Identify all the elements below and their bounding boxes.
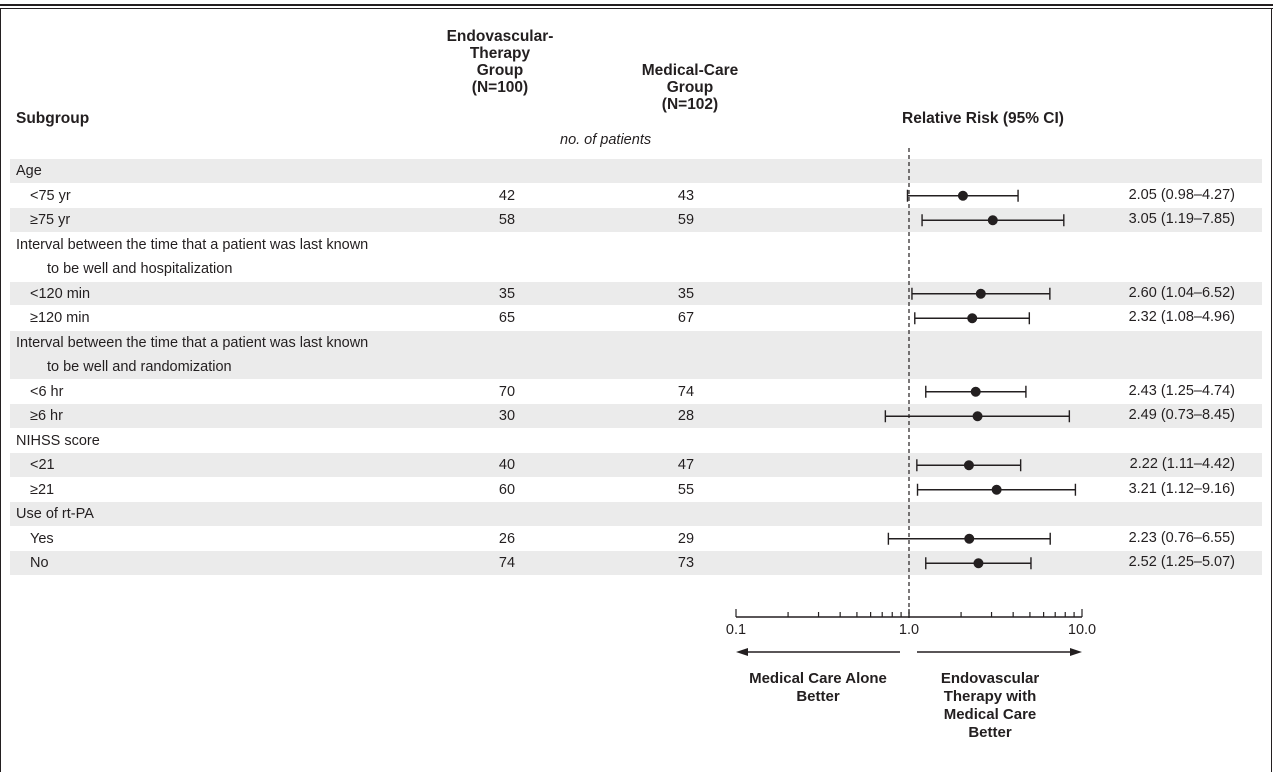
direction-left-label: Medical Care Alone Better [728,670,908,706]
group2-header-line: Group [666,79,714,96]
endovascular-count: 70 [498,383,516,400]
row-band [10,330,1262,379]
medical-care-count: 28 [677,408,695,424]
tick-label: 10.0 [1068,622,1096,638]
subgroup-label: No [30,555,49,571]
row-band [10,208,1262,232]
right-arrow-head [1070,648,1082,656]
endovascular-count: 58 [498,212,516,228]
group1-header-line: (N=100) [471,79,529,96]
point-estimate [957,190,968,201]
frame-left [0,9,1,772]
point-estimate [967,313,978,324]
direction-right-label: Endovascular Therapy with Medical Care B… [925,670,1055,742]
point-estimate [991,484,1002,495]
relative-risk-ci: 2.43 (1.25–4.74) [1128,382,1235,399]
frame-right [1271,9,1272,772]
medical-care-count: 67 [677,310,695,326]
endovascular-count: 40 [498,457,516,473]
subgroup-category-label: Interval between the time that a patient… [16,334,369,351]
direction-right-line: Therapy with [943,688,1037,705]
subgroup-category-label: Age [16,163,42,179]
endovascular-count: 60 [498,481,516,498]
point-estimate [972,411,983,422]
group1-header: Endovascular- Therapy Group (N=100) [440,28,560,96]
row-band [10,281,1262,305]
relative-risk-ci: 2.60 (1.04–6.52) [1128,284,1235,301]
row-band [10,502,1262,526]
medical-care-count: 43 [677,187,695,204]
subgroup-label: <75 yr [30,187,71,204]
subgroup-category-label: Use of rt-PA [16,506,94,522]
endovascular-count: 65 [498,310,516,326]
subgroup-category-label: Interval between the time that a patient… [16,236,369,253]
direction-left-line: Medical Care Alone [749,670,887,687]
endovascular-count: 42 [498,187,516,204]
top-rule [0,4,1273,9]
relative-risk-ci: 2.22 (1.11–4.42) [1129,456,1235,472]
medical-care-count: 47 [677,457,695,473]
subgroup-category-label: NIHSS score [16,432,100,449]
row-band [10,159,1262,183]
relative-risk-ci: 2.52 (1.25–5.07) [1128,554,1235,570]
direction-right-line: Endovascular [940,670,1040,687]
medical-care-count: 59 [677,212,695,228]
medical-care-count: 55 [677,481,695,498]
point-estimate [987,215,998,226]
point-estimate [973,558,984,569]
relative-risk-ci: 2.05 (0.98–4.27) [1128,186,1235,203]
units-caption: no. of patients [560,132,652,148]
direction-right-line: Medical Care [943,706,1037,723]
endovascular-count: 35 [498,285,516,302]
medical-care-count: 74 [677,383,695,400]
direction-left-line: Better [796,688,840,705]
group1-header-line: Therapy [469,45,531,62]
relative-risk-ci: 3.21 (1.12–9.16) [1128,480,1235,497]
row-band [10,404,1262,428]
subgroup-label: ≥120 min [30,310,90,326]
group1-header-line: Endovascular- [446,28,554,45]
subgroup-label: <120 min [30,285,91,302]
endovascular-count: 30 [498,408,516,424]
tick-label: 1.0 [899,622,919,638]
point-estimate [970,386,981,397]
relative-risk-ci: 2.23 (0.76–6.55) [1128,529,1235,546]
tick-label: 0.1 [726,622,746,638]
medical-care-count: 35 [677,285,695,302]
subgroup-label: ≥75 yr [30,212,71,228]
effect-header: Relative Risk (95% CI) [902,110,1064,127]
row-band [10,453,1262,477]
row-band [10,551,1262,575]
subgroup-category-label: to be well and hospitalization [47,261,233,277]
group2-header-line: Medical-Care [641,62,739,79]
group2-header: Medical-Care Group (N=102) [625,62,755,113]
relative-risk-ci: 2.32 (1.08–4.96) [1128,309,1235,325]
subgroup-label: ≥21 [30,481,55,498]
subgroup-category-label: to be well and randomization [47,359,232,375]
endovascular-count: 74 [498,555,516,571]
subgroup-label: ≥6 hr [30,408,63,424]
subgroup-label: <21 [30,457,55,473]
direction-right-line: Better [968,724,1012,741]
group2-header-line: (N=102) [661,96,719,113]
left-arrow-head [736,648,748,656]
medical-care-count: 73 [677,555,695,571]
medical-care-count: 29 [677,530,695,547]
group1-header-line: Group [476,62,524,79]
subgroup-label: <6 hr [30,383,64,400]
endovascular-count: 26 [498,530,516,547]
subgroup-label: Yes [30,530,54,547]
point-estimate [963,460,974,471]
relative-risk-ci: 2.49 (0.73–8.45) [1128,407,1235,423]
subgroup-header: Subgroup [16,110,90,127]
point-estimate [975,288,986,299]
relative-risk-ci: 3.05 (1.19–7.85) [1128,211,1235,227]
point-estimate [964,533,975,544]
